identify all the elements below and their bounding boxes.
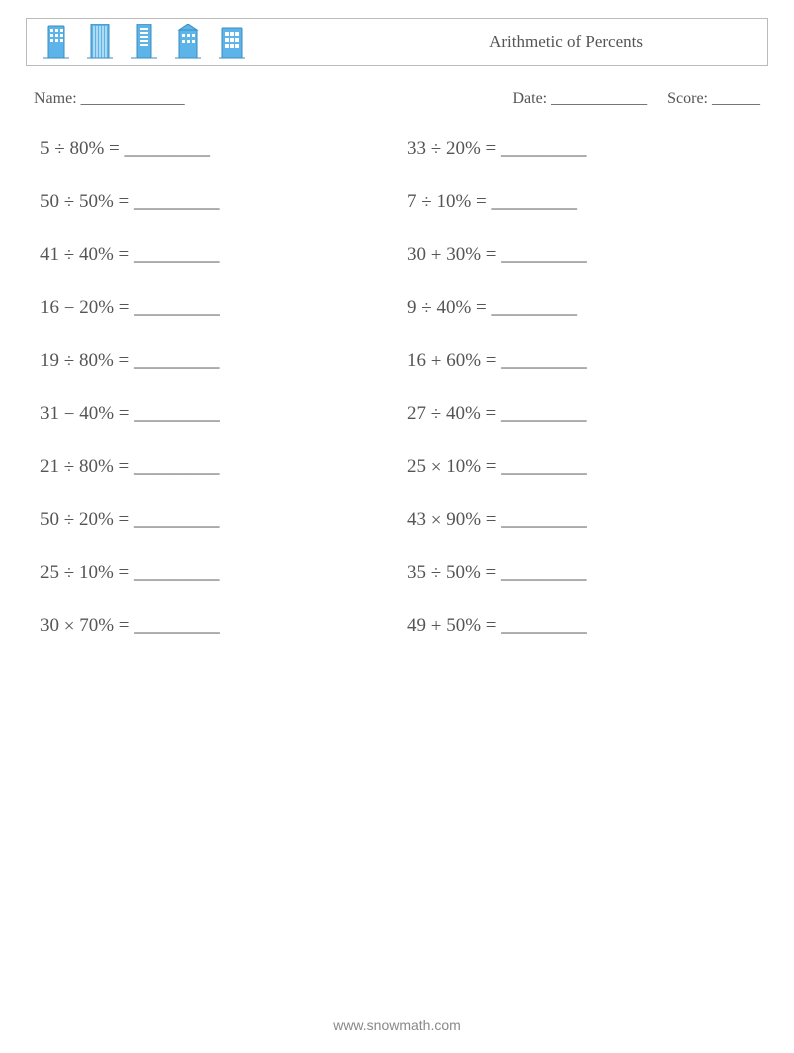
meta-row: Name: _____________ Date: ____________ S…: [26, 90, 768, 108]
problem: 16 + 60% = _________: [407, 350, 754, 373]
problem: 50 ÷ 20% = _________: [40, 509, 387, 532]
problem: 5 ÷ 80% = _________: [40, 138, 387, 161]
problems-grid: 5 ÷ 80% = _________ 33 ÷ 20% = _________ 5…: [26, 138, 768, 638]
building-icon: [129, 24, 159, 60]
problem: 41 ÷ 40% = _________: [40, 244, 387, 267]
score-label: Score: ______: [667, 90, 760, 108]
date-label: Date: ____________: [512, 90, 647, 108]
problem: 9 ÷ 40% = _________: [407, 297, 754, 320]
building-icon: [41, 24, 71, 60]
problem: 7 ÷ 10% = _________: [407, 191, 754, 214]
problem: 16 − 20% = _________: [40, 297, 387, 320]
name-label: Name: _____________: [34, 90, 185, 108]
problem: 33 ÷ 20% = _________: [407, 138, 754, 161]
building-icon: [173, 24, 203, 60]
building-icon: [85, 24, 115, 60]
problem: 27 ÷ 40% = _________: [407, 403, 754, 426]
problem: 25 ÷ 10% = _________: [40, 562, 387, 585]
problem: 50 ÷ 50% = _________: [40, 191, 387, 214]
problem: 21 ÷ 80% = _________: [40, 456, 387, 479]
problem: 19 ÷ 80% = _________: [40, 350, 387, 373]
footer-url: www.snowmath.com: [0, 1017, 794, 1033]
problem: 35 ÷ 50% = _________: [407, 562, 754, 585]
problem: 30 + 30% = _________: [407, 244, 754, 267]
building-icon: [217, 24, 247, 60]
problem: 30 × 70% = _________: [40, 615, 387, 638]
worksheet-title: Arithmetic of Percents: [489, 32, 643, 52]
problem: 49 + 50% = _________: [407, 615, 754, 638]
problem: 43 × 90% = _________: [407, 509, 754, 532]
building-icons: [41, 24, 247, 60]
problem: 31 − 40% = _________: [40, 403, 387, 426]
worksheet-header: Arithmetic of Percents: [26, 18, 768, 66]
problem: 25 × 10% = _________: [407, 456, 754, 479]
